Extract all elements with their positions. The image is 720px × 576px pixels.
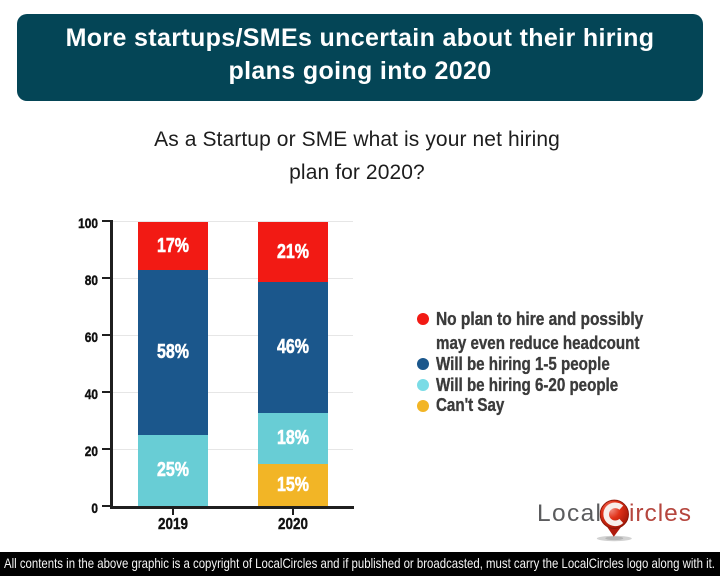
svg-text:ircles: ircles — [629, 500, 691, 527]
svg-text:Local: Local — [537, 500, 601, 527]
